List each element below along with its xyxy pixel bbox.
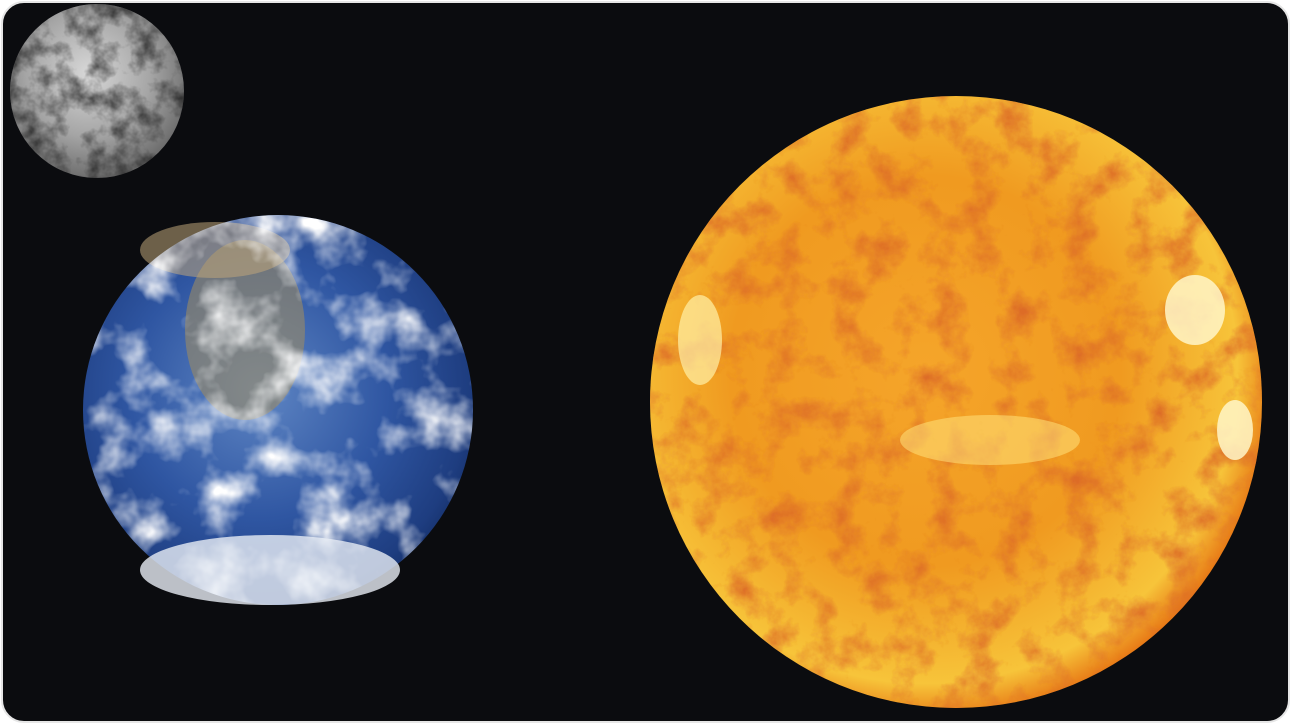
earth-clouds	[83, 215, 473, 605]
sun-surface	[650, 96, 1262, 708]
sun-bright-band	[900, 415, 1080, 465]
sun-flare	[678, 295, 722, 385]
sun	[650, 96, 1262, 708]
sun-flare	[1165, 275, 1225, 345]
moon	[10, 4, 184, 178]
sun-flare	[1217, 400, 1253, 460]
earth	[83, 215, 473, 605]
moon-maria	[10, 4, 184, 178]
earth-ice	[140, 535, 400, 605]
